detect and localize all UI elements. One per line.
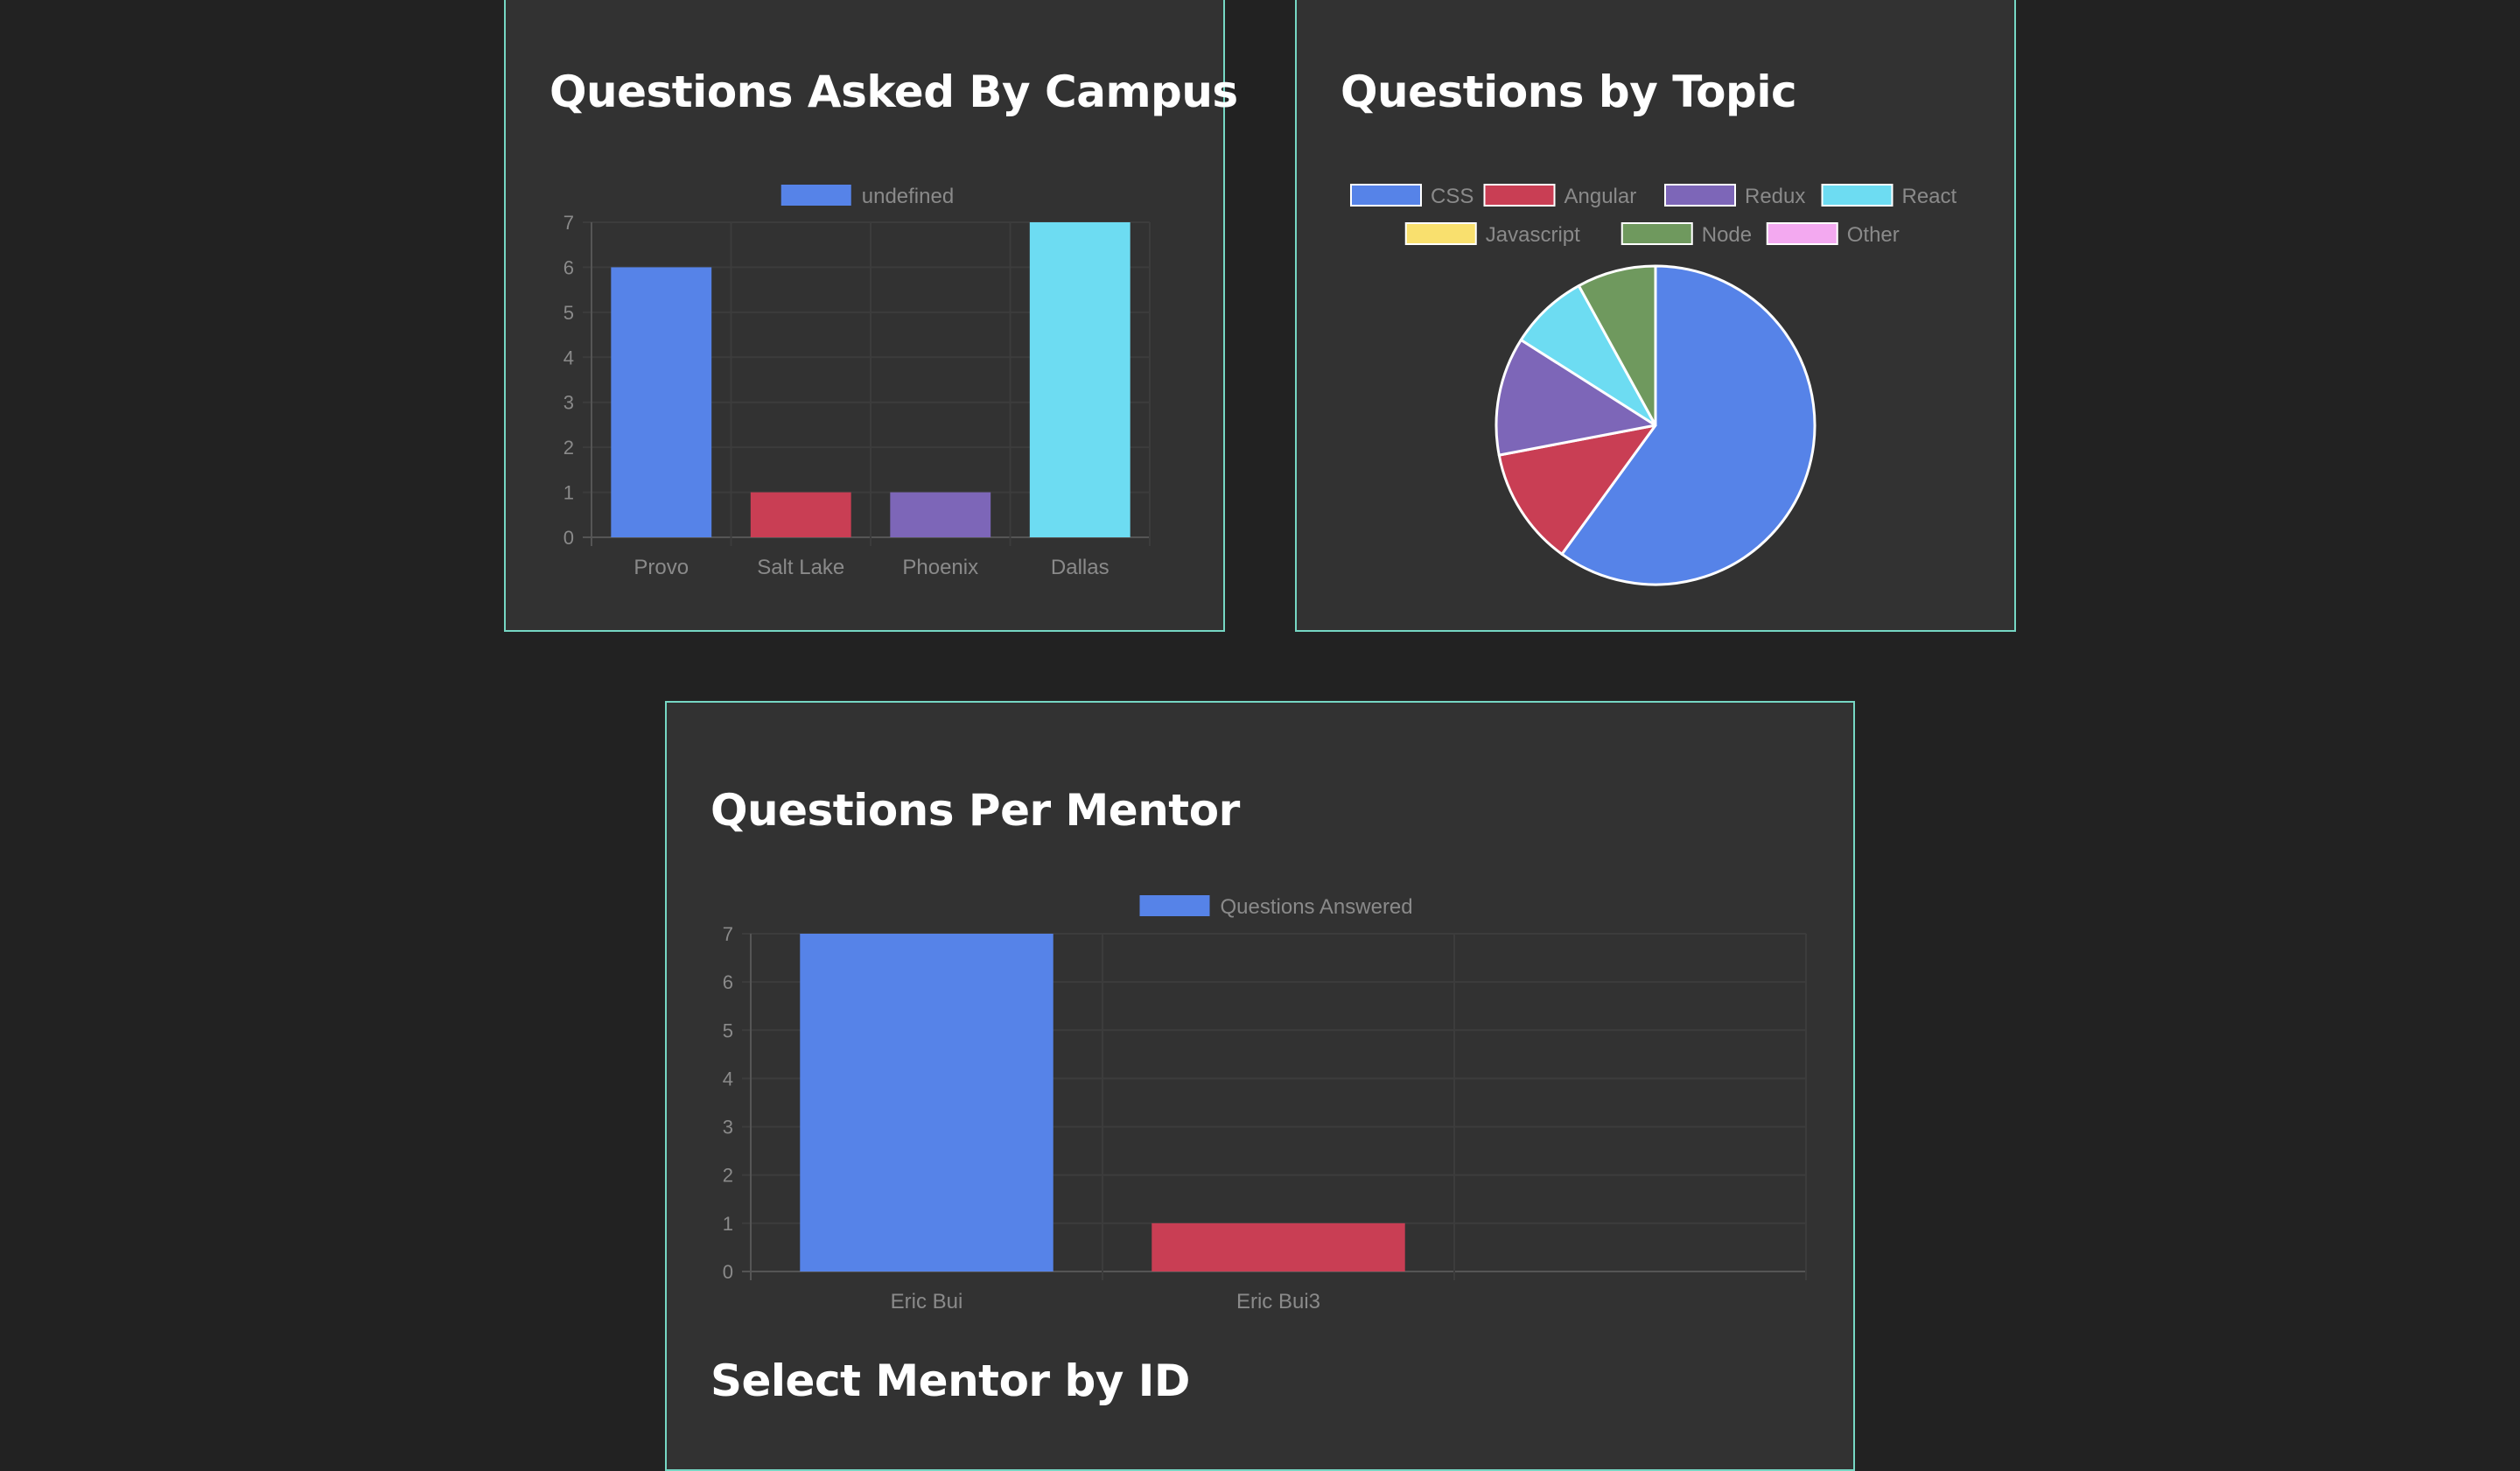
y-tick-label: 3	[723, 1117, 733, 1138]
bar	[611, 267, 712, 537]
campus-bar-chart: undefined 0 1 2 3 4 5 6 7 Provo Salt Lake Phoenix Da…	[564, 185, 1151, 579]
legend-swatch	[1664, 184, 1736, 207]
y-tick-label: 6	[723, 971, 733, 993]
legend-label: undefined	[862, 185, 954, 208]
pie-slice	[1577, 264, 1657, 427]
legend-swatch	[1350, 184, 1422, 207]
legend-swatch	[780, 185, 851, 206]
y-tick-label: 0	[723, 1261, 733, 1283]
legend-swatch	[1766, 222, 1838, 245]
x-tick-label: Phoenix	[902, 556, 978, 579]
topic-chart-card: Questions by Topic CSS Angular Redux React J…	[1295, 0, 2016, 632]
topic-chart-title: Questions by Topic	[1340, 67, 1797, 117]
legend-swatch	[1620, 222, 1693, 245]
bar	[800, 934, 1054, 1271]
mentor-chart-title: Questions Per Mentor	[710, 785, 1240, 836]
pie-slice	[1519, 284, 1657, 427]
topic-pie-chart: CSS Angular Redux React Javascript Node Other	[1350, 184, 1957, 586]
mentor-bar-chart: Questions Answered 0 1 2 3 4 5 6 7 Eric Bui Eric B…	[723, 895, 1807, 1313]
legend-label: React	[1902, 185, 1957, 208]
bar	[890, 492, 991, 537]
bar	[1152, 1222, 1405, 1271]
select-mentor-heading: Select Mentor by ID	[710, 1355, 1190, 1406]
y-tick-label: 7	[564, 212, 574, 234]
x-tick-label: Salt Lake	[757, 556, 844, 579]
y-tick-label: 0	[564, 527, 574, 549]
mentor-chart-card: Questions Per Mentor Questions Answered 0…	[665, 701, 1855, 1471]
legend-label: Angular	[1564, 185, 1637, 208]
y-tick-label: 6	[564, 256, 574, 278]
y-tick-label: 1	[564, 482, 574, 504]
legend-label: Redux	[1745, 185, 1805, 208]
campus-chart-title: Questions Asked By Campus	[550, 67, 1238, 117]
y-tick-label: 5	[723, 1019, 733, 1041]
y-tick-label: 3	[564, 392, 574, 414]
x-tick-label: Eric Bui3	[1236, 1290, 1320, 1313]
legend-label: CSS	[1431, 185, 1474, 208]
x-tick-label: Dallas	[1051, 556, 1110, 579]
y-tick-label: 4	[564, 347, 574, 368]
legend-label: Questions Answered	[1221, 895, 1413, 919]
legend-label: Other	[1847, 223, 1900, 247]
x-tick-label: Provo	[634, 556, 689, 579]
legend-swatch	[1483, 184, 1556, 207]
campus-chart-card: Questions Asked By Campus undefined 0 1 2 3 4…	[504, 0, 1238, 632]
y-tick-label: 4	[723, 1068, 733, 1089]
y-tick-label: 7	[723, 923, 733, 945]
legend-swatch	[1404, 222, 1477, 245]
legend-swatch	[1139, 895, 1210, 916]
legend-label: Javascript	[1486, 223, 1580, 247]
pie-slice	[1560, 264, 1816, 586]
y-tick-label: 2	[564, 437, 574, 459]
legend-swatch	[1821, 184, 1894, 207]
bar	[1029, 222, 1130, 537]
pie-slice	[1494, 338, 1657, 457]
pie-slice	[1497, 424, 1657, 556]
legend-label: Node	[1702, 223, 1752, 247]
x-tick-label: Eric Bui	[891, 1290, 963, 1313]
y-tick-label: 1	[723, 1213, 733, 1235]
bar	[750, 492, 851, 537]
y-tick-label: 5	[564, 302, 574, 324]
y-tick-label: 2	[723, 1165, 733, 1187]
